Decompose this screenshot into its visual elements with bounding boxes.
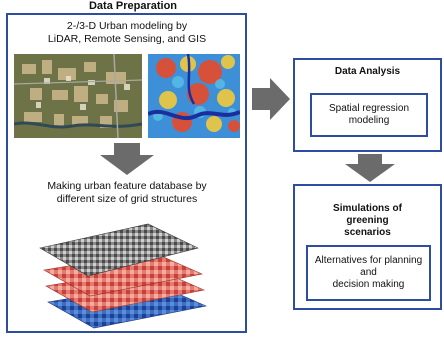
data-analysis-box bbox=[293, 58, 442, 152]
alternatives-box: Alternatives for planning and decision m… bbox=[306, 245, 431, 301]
urban-modeling-caption: 2-/3-D Urban modeling by LiDAR, Remote S… bbox=[12, 20, 242, 46]
grid-layer-gray bbox=[39, 223, 199, 277]
urban-modeling-line-1: 2-/3-D Urban modeling by bbox=[66, 20, 188, 32]
data-preparation-box bbox=[6, 13, 247, 333]
database-line-2: different size of grid structures bbox=[56, 193, 198, 205]
right-arrow-icon bbox=[252, 78, 290, 120]
database-caption: Making urban feature database by differe… bbox=[12, 180, 242, 206]
data-analysis-title: Data Analysis bbox=[334, 66, 401, 77]
down-arrow-icon bbox=[100, 143, 154, 175]
spatial-regression-box: Spatial regression modeling bbox=[310, 93, 428, 137]
aerial-urban-photo bbox=[14, 54, 142, 138]
stacked-grid-layers bbox=[39, 223, 207, 329]
simulations-title: Simulations of greening scenarios bbox=[333, 203, 402, 238]
down-arrow-icon-2 bbox=[345, 154, 395, 182]
urban-modeling-line-2: LiDAR, Remote Sensing, and GIS bbox=[47, 33, 207, 45]
data-preparation-title: Data Preparation bbox=[88, 0, 178, 12]
simulations-box bbox=[293, 184, 442, 310]
database-line-1: Making urban feature database by bbox=[47, 180, 207, 192]
thermal-heat-map bbox=[148, 54, 240, 138]
